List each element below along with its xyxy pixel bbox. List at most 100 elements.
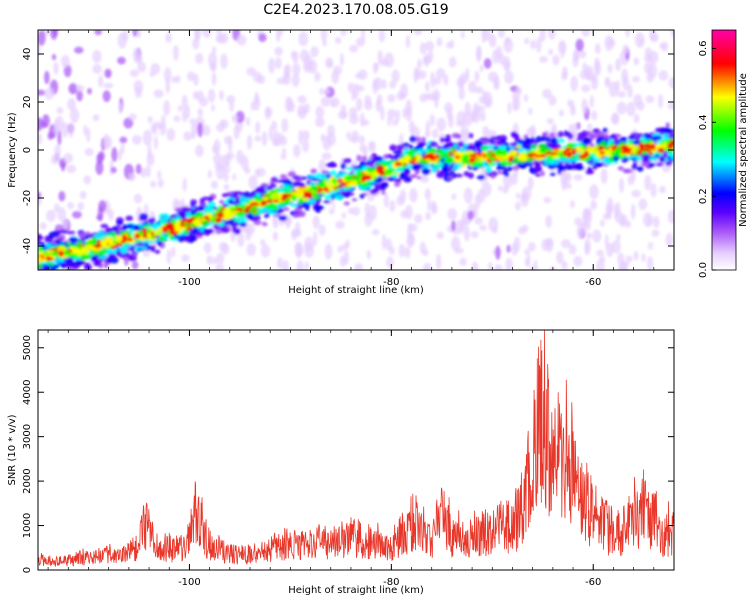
heat-cell [609, 134, 617, 140]
heat-cell [50, 154, 59, 165]
heat-cell [241, 155, 249, 171]
heat-cell [261, 221, 268, 227]
heat-cell [339, 53, 345, 67]
heat-cell [518, 226, 526, 235]
heat-cell [287, 96, 293, 112]
heat-cell [561, 260, 568, 270]
heat-cell [199, 225, 205, 233]
heat-cell [197, 107, 203, 117]
heat-cell [581, 84, 591, 93]
heat-cell [387, 94, 396, 103]
heat-cell [56, 107, 64, 115]
heat-cell [587, 148, 595, 154]
heat-cell [137, 61, 147, 73]
heat-cell [631, 189, 641, 198]
heat-cell [132, 30, 138, 37]
heat-cell [349, 44, 359, 53]
heat-cell [606, 197, 614, 213]
heat-cell [451, 193, 457, 200]
heat-cell [669, 140, 674, 144]
y-tick-label: -40 [22, 238, 33, 254]
heat-cell [524, 37, 530, 45]
heat-cell [386, 108, 397, 119]
heat-cell [320, 184, 327, 188]
heat-cell [61, 161, 66, 172]
heat-cell [456, 151, 466, 156]
heat-cell [341, 243, 349, 251]
heat-cell [150, 123, 157, 134]
heat-cell [353, 176, 361, 181]
spectrogram-x-ticks: -100 -80 -60 [47, 30, 675, 288]
heat-cell [53, 61, 59, 75]
heat-cell [570, 155, 577, 160]
heat-cell [419, 42, 427, 55]
heat-cell [195, 144, 204, 158]
heat-cell [147, 116, 153, 124]
heat-cell [244, 207, 250, 214]
heat-cell [99, 239, 108, 247]
heat-cell [569, 99, 575, 112]
heat-cell [278, 215, 288, 221]
heat-cell [83, 264, 93, 270]
heat-cell [310, 46, 319, 58]
heat-cell [558, 40, 567, 55]
heat-cell [596, 259, 605, 270]
heat-cell [138, 246, 148, 250]
heat-cell [406, 233, 415, 248]
heat-cell [652, 136, 662, 141]
heat-cell [355, 98, 363, 112]
heat-cell [142, 129, 153, 146]
heat-cell [379, 182, 389, 189]
heat-cell [587, 160, 595, 164]
heat-cell [302, 139, 310, 153]
heat-cell [627, 84, 633, 99]
heat-cell [136, 30, 142, 38]
heat-cell [652, 216, 660, 228]
heat-cell [563, 173, 569, 181]
heat-cell [473, 166, 479, 171]
heat-cell [120, 248, 128, 254]
heat-cell [616, 233, 621, 242]
snr-panel: -100 -80 -60 0 1000 2000 3000 4000 5000 Height … [7, 329, 675, 596]
heat-cell [592, 229, 602, 243]
heat-cell [552, 54, 560, 66]
heat-cell [616, 90, 626, 98]
heat-cell [624, 150, 631, 154]
heat-cell [395, 109, 401, 122]
heat-cell [294, 241, 302, 257]
heat-cell [280, 197, 287, 201]
heat-cell [665, 160, 673, 167]
heat-cell [114, 234, 123, 243]
heat-cell [488, 217, 499, 233]
heat-cell [570, 200, 575, 209]
heat-cell [651, 242, 659, 255]
heat-cell [94, 30, 102, 36]
heat-cell [480, 111, 486, 122]
colorbar-tick-label: 0.6 [698, 41, 709, 57]
heat-cell [413, 165, 420, 171]
heat-cell [484, 166, 492, 173]
heat-cell [270, 120, 278, 131]
heat-cell [650, 149, 656, 154]
heat-cell [535, 173, 541, 177]
heat-cell [183, 131, 192, 141]
heat-cell [314, 117, 325, 128]
heat-cell [578, 154, 588, 159]
heat-cell [120, 143, 125, 155]
heat-cell [111, 226, 119, 230]
heat-cell [600, 219, 605, 227]
heat-cell [309, 185, 319, 193]
heat-cell [340, 104, 347, 120]
heat-cell [103, 133, 110, 150]
heat-cell [221, 154, 227, 165]
heat-cell [354, 263, 360, 270]
heat-cell [460, 124, 468, 136]
heat-cell [330, 182, 339, 187]
heat-cell [84, 147, 94, 157]
heat-cell [424, 81, 430, 93]
heat-cell [165, 78, 171, 94]
heat-cell [420, 176, 430, 183]
heat-cell [157, 170, 162, 180]
heat-cell [424, 188, 431, 201]
heat-cell [414, 213, 423, 224]
